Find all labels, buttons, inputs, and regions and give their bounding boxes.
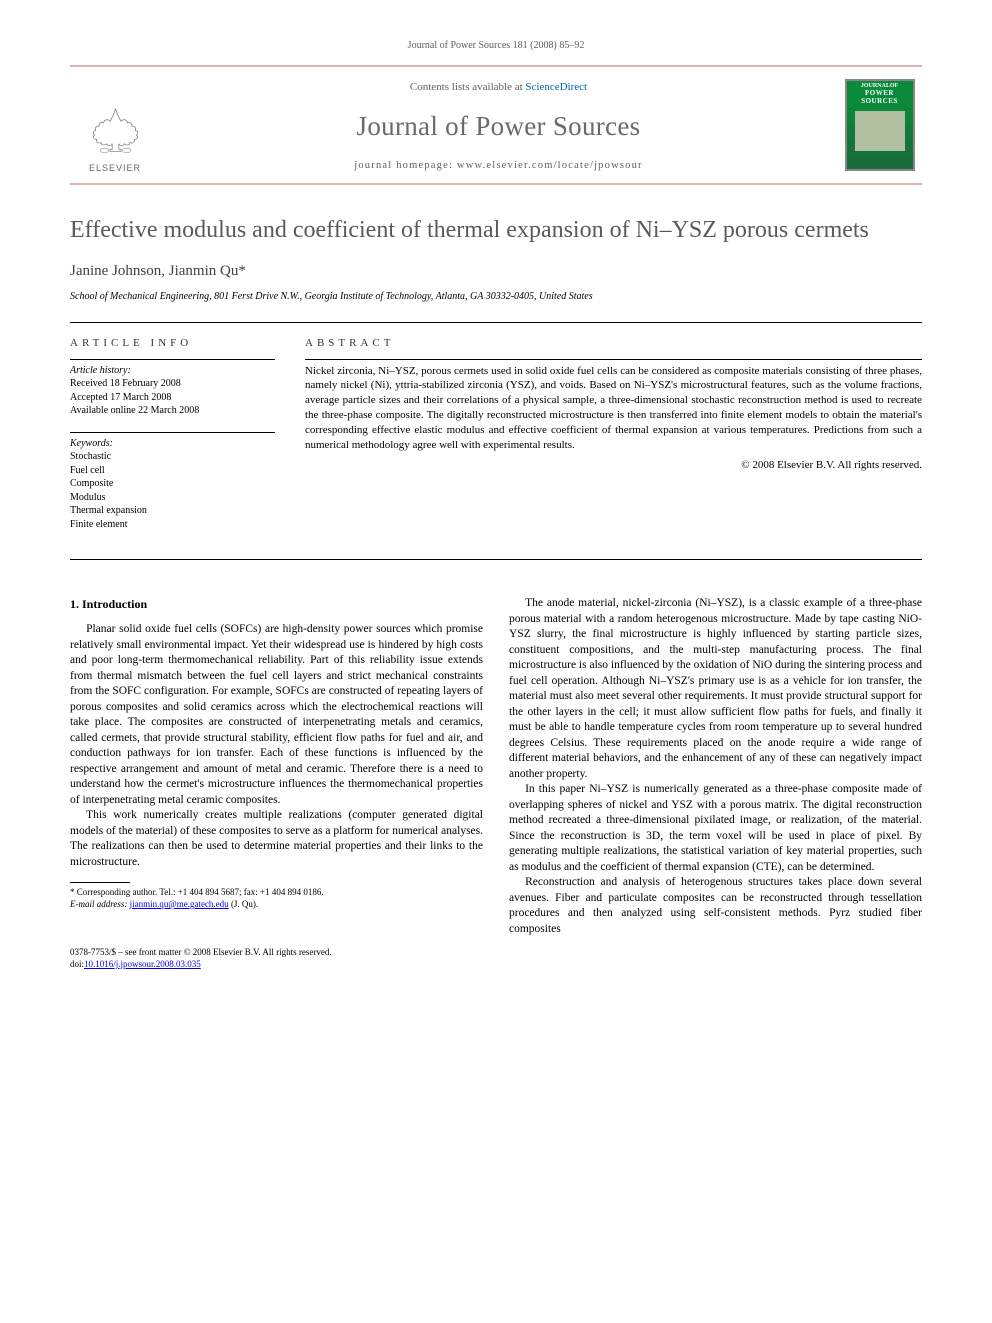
cover-image-placeholder: [855, 111, 905, 151]
article-info-label: ARTICLE INFO: [70, 337, 275, 349]
cover-thumbnail-block: JOURNALOF POWER SOURCES: [837, 67, 922, 183]
email-link[interactable]: jianmin.qu@me.gatech.edu: [130, 899, 229, 909]
corr-label: * Corresponding author.: [70, 887, 159, 897]
authors: Janine Johnson, Jianmin Qu*: [70, 263, 922, 280]
running-head: Journal of Power Sources 181 (2008) 85–9…: [70, 40, 922, 51]
body-paragraph: Reconstruction and analysis of heterogen…: [509, 875, 922, 937]
article-history: Article history: Received 18 February 20…: [70, 364, 275, 418]
doi-line: doi:10.1016/j.jpowsour.2008.03.035: [70, 959, 922, 971]
divider: [70, 359, 275, 360]
info-abstract-row: ARTICLE INFO Article history: Received 1…: [70, 337, 922, 546]
elsevier-tree-icon: [88, 102, 143, 157]
email-label: E-mail address:: [70, 899, 127, 909]
footnote-separator: [70, 882, 130, 883]
contents-prefix: Contents lists available at: [410, 81, 525, 93]
accepted-date: Accepted 17 March 2008: [70, 392, 171, 403]
online-date: Available online 22 March 2008: [70, 405, 199, 416]
corr-fax: fax: +1 404 894 0186.: [244, 887, 324, 897]
contents-available: Contents lists available at ScienceDirec…: [410, 81, 587, 93]
article-info-column: ARTICLE INFO Article history: Received 1…: [70, 337, 275, 546]
history-label: Article history:: [70, 364, 275, 378]
journal-header: ELSEVIER Contents lists available at Sci…: [70, 65, 922, 185]
keyword: Finite element: [70, 519, 128, 530]
abstract-column: ABSTRACT Nickel zirconia, Ni–YSZ, porous…: [305, 337, 922, 546]
keywords-label: Keywords:: [70, 437, 275, 451]
header-center: Contents lists available at ScienceDirec…: [160, 67, 837, 183]
divider: [305, 359, 922, 360]
article-title: Effective modulus and coefficient of the…: [70, 215, 922, 245]
corresponding-marker: *: [238, 263, 246, 279]
authors-text: Janine Johnson, Jianmin Qu: [70, 263, 238, 279]
corr-tel: Tel.: +1 404 894 5687;: [159, 887, 243, 897]
sciencedirect-link[interactable]: ScienceDirect: [525, 81, 587, 93]
keyword: Stochastic: [70, 451, 111, 462]
keyword: Composite: [70, 478, 113, 489]
body-paragraph: Planar solid oxide fuel cells (SOFCs) ar…: [70, 622, 483, 808]
keywords-block: Keywords: Stochastic Fuel cell Composite…: [70, 437, 275, 532]
keyword: Fuel cell: [70, 465, 105, 476]
abstract-text: Nickel zirconia, Ni–YSZ, porous cermets …: [305, 364, 922, 453]
received-date: Received 18 February 2008: [70, 378, 181, 389]
corresponding-author-footnote: * Corresponding author. Tel.: +1 404 894…: [70, 887, 483, 910]
keyword: Thermal expansion: [70, 505, 147, 516]
doi-label: doi:: [70, 959, 84, 969]
divider: [70, 432, 275, 433]
body-paragraph: In this paper Ni–YSZ is numerically gene…: [509, 782, 922, 875]
homepage-prefix: journal homepage:: [354, 160, 457, 171]
publisher-logo-block: ELSEVIER: [70, 67, 160, 183]
abstract-copyright: © 2008 Elsevier B.V. All rights reserved…: [305, 459, 922, 471]
journal-cover-icon: JOURNALOF POWER SOURCES: [845, 79, 915, 171]
email-who: (J. Qu).: [231, 899, 258, 909]
divider: [70, 559, 922, 560]
homepage-url: www.elsevier.com/locate/jpowsour: [457, 160, 643, 171]
section-heading: 1. Introduction: [70, 596, 483, 612]
front-matter-line: 0378-7753/$ – see front matter © 2008 El…: [70, 947, 922, 959]
divider: [70, 322, 922, 323]
page-footer: 0378-7753/$ – see front matter © 2008 El…: [70, 947, 922, 970]
affiliation: School of Mechanical Engineering, 801 Fe…: [70, 290, 922, 304]
keyword: Modulus: [70, 492, 106, 503]
footnote-block: * Corresponding author. Tel.: +1 404 894…: [70, 882, 483, 910]
body-text: 1. Introduction Planar solid oxide fuel …: [70, 596, 922, 937]
cover-main-text: POWER SOURCES: [847, 90, 913, 105]
abstract-label: ABSTRACT: [305, 337, 922, 349]
doi-link[interactable]: 10.1016/j.jpowsour.2008.03.035: [84, 959, 201, 969]
publisher-name: ELSEVIER: [89, 163, 141, 173]
body-paragraph: This work numerically creates multiple r…: [70, 808, 483, 870]
journal-name: Journal of Power Sources: [357, 111, 641, 142]
body-paragraph: The anode material, nickel-zirconia (Ni–…: [509, 596, 922, 782]
journal-homepage: journal homepage: www.elsevier.com/locat…: [354, 160, 643, 171]
